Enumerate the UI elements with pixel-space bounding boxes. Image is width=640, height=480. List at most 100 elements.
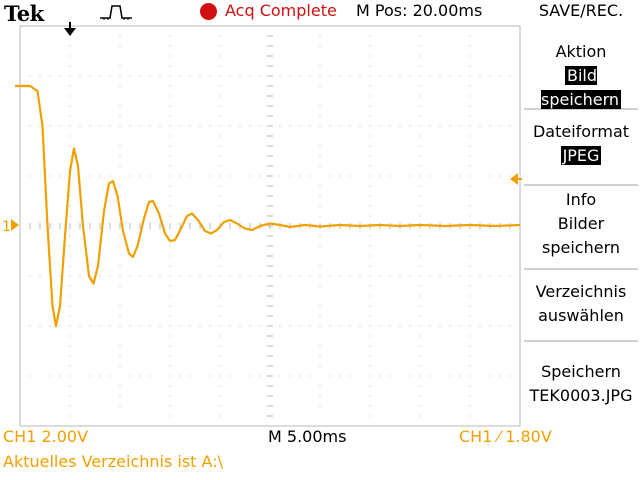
grid-dot — [19, 275, 21, 277]
grid-dot — [489, 325, 491, 327]
grid-dot — [209, 325, 211, 327]
grid-dot — [469, 155, 471, 157]
grid-dot — [419, 255, 421, 257]
menu-verzeichnis[interactable]: Verzeichnis auswählen — [524, 280, 638, 342]
grid-dot — [69, 425, 71, 427]
grid-dot — [449, 175, 451, 177]
grid-dot — [399, 325, 401, 327]
grid-dot — [319, 395, 321, 397]
grid-dot — [219, 385, 221, 387]
menu-aktion[interactable]: Aktion Bild speichern — [524, 40, 638, 110]
grid-dot — [119, 395, 121, 397]
grid-dot — [469, 245, 471, 247]
grid-dot — [449, 75, 451, 77]
grid-dot — [119, 85, 121, 87]
menu-aktion-label: Aktion — [555, 42, 607, 61]
grid-dot — [119, 415, 121, 417]
grid-dot — [369, 55, 371, 57]
grid-dot — [399, 275, 401, 277]
menu-title: SAVE/REC. — [538, 1, 624, 20]
top-status-bar: Tek Acq Complete M Pos: 20.00ms — [0, 0, 522, 26]
grid-dot — [119, 165, 121, 167]
grid-dot — [339, 125, 341, 127]
grid-dot — [469, 415, 471, 417]
grid-dot — [469, 425, 471, 427]
grid-dot — [369, 135, 371, 137]
grid-dot — [469, 135, 471, 137]
grid-dot — [319, 95, 321, 97]
grid-dot — [469, 295, 471, 297]
grid-dot — [409, 325, 411, 327]
grid-dot — [219, 115, 221, 117]
grid-dot — [469, 25, 471, 27]
grid-dot — [19, 75, 21, 77]
grid-dot — [119, 365, 121, 367]
grid-dot — [209, 75, 211, 77]
grid-dot — [469, 95, 471, 97]
grid-dot — [169, 365, 171, 367]
grid-dot — [419, 185, 421, 187]
grid-dot — [319, 165, 321, 167]
grid-dot — [319, 425, 321, 427]
grid-dot — [319, 365, 321, 367]
grid-dot — [169, 35, 171, 37]
grid-dot — [319, 325, 321, 327]
grid-dot — [39, 325, 41, 327]
grid-dot — [219, 265, 221, 267]
grid-dot — [199, 275, 201, 277]
grid-dot — [179, 75, 181, 77]
grid-dot — [49, 75, 51, 77]
trigger-position-marker-icon — [64, 28, 76, 36]
grid-dot — [189, 75, 191, 77]
grid-dot — [49, 325, 51, 327]
grid-dot — [369, 155, 371, 157]
grid-dot — [349, 325, 351, 327]
grid-dot — [69, 95, 71, 97]
grid-dot — [279, 275, 281, 277]
grid-dot — [449, 125, 451, 127]
grid-dot — [59, 75, 61, 77]
grid-dot — [69, 385, 71, 387]
grid-dot — [469, 165, 471, 167]
grid-dot — [389, 125, 391, 127]
grid-dot — [119, 375, 121, 377]
grid-dot — [219, 245, 221, 247]
menu-info[interactable]: Info Bilder speichern — [524, 188, 638, 270]
trigger-level-marker-icon — [510, 173, 518, 185]
grid-dot — [129, 175, 131, 177]
grid-dot — [319, 65, 321, 67]
grid-dot — [119, 75, 121, 77]
grid-dot — [179, 325, 181, 327]
grid-dot — [189, 375, 191, 377]
grid-dot — [329, 275, 331, 277]
grid-dot — [459, 275, 461, 277]
grid-dot — [369, 35, 371, 37]
grid-dot — [289, 175, 291, 177]
grid-dot — [169, 275, 171, 277]
grid-dot — [419, 265, 421, 267]
grid-dot — [369, 215, 371, 217]
menu-dateiformat[interactable]: Dateiformat JPEG — [524, 120, 638, 186]
grid-dot — [419, 285, 421, 287]
grid-dot — [319, 125, 321, 127]
grid-dot — [119, 175, 121, 177]
grid-dot — [169, 75, 171, 77]
grid-dot — [79, 125, 81, 127]
directory-status: Aktuelles Verzeichnis ist A:\ — [0, 452, 640, 476]
brand-logo: Tek — [4, 1, 44, 26]
menu-speichern[interactable]: Speichern TEK0003.JPG — [524, 360, 638, 420]
grid-dot — [139, 375, 141, 377]
menu-info-line3: speichern — [542, 238, 620, 257]
grid-dot — [49, 375, 51, 377]
grid-dot — [219, 155, 221, 157]
grid-dot — [219, 345, 221, 347]
grid-dot — [159, 275, 161, 277]
grid-dot — [519, 125, 521, 127]
grid-dot — [69, 215, 71, 217]
grid-dot — [439, 325, 441, 327]
grid-dot — [169, 55, 171, 57]
grid-dot — [169, 25, 171, 27]
grid-dot — [159, 125, 161, 127]
grid-dot — [219, 145, 221, 147]
grid-dot — [119, 425, 121, 427]
